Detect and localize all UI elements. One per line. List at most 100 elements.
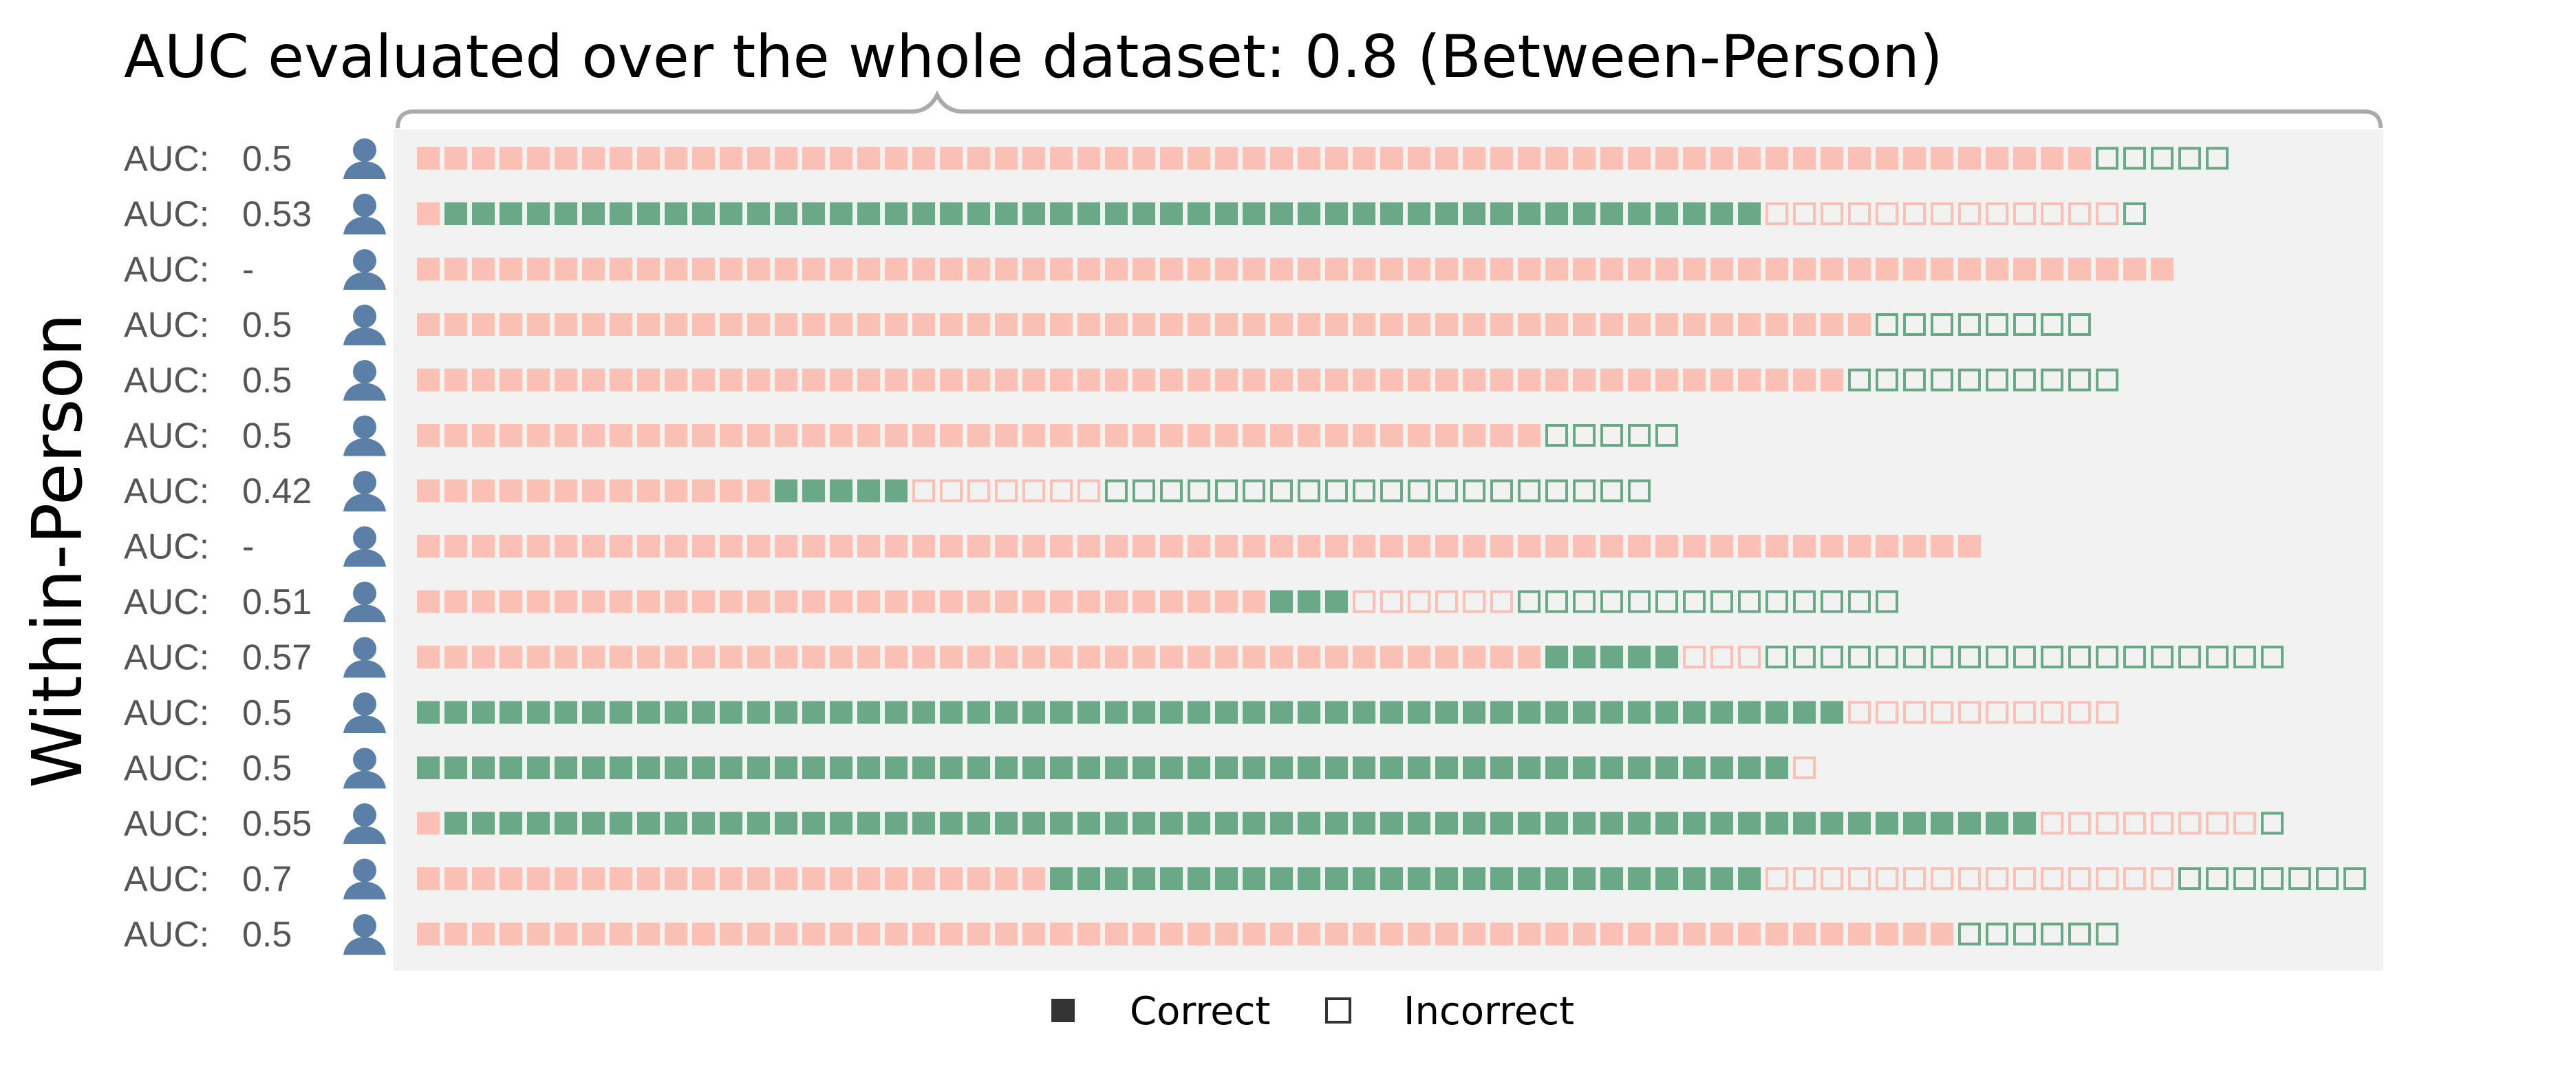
correct-positive-square <box>527 202 550 225</box>
correct-negative-square <box>1380 424 1403 447</box>
correct-negative-square <box>940 867 963 890</box>
correct-negative-square <box>637 867 660 890</box>
correct-negative-square <box>1903 147 1926 170</box>
correct-positive-square <box>1545 202 1568 225</box>
correct-negative-square <box>444 867 467 890</box>
auc-value: 0.7 <box>242 860 292 900</box>
correct-positive-square <box>1600 202 1623 225</box>
correct-negative-square <box>1133 147 1155 170</box>
incorrect-negative-square <box>1793 867 1816 890</box>
correct-negative-square <box>1215 368 1238 392</box>
incorrect-positive-square <box>1133 479 1155 502</box>
incorrect-positive-square <box>1243 479 1265 502</box>
incorrect-positive-square <box>2123 646 2146 668</box>
correct-negative-square <box>472 535 495 558</box>
correct-negative-square <box>885 867 908 890</box>
correct-positive-square <box>1931 812 1953 835</box>
correct-negative-square <box>912 257 935 281</box>
correct-positive-square <box>1463 701 1485 724</box>
correct-positive-square <box>417 756 440 779</box>
correct-negative-square <box>720 922 742 946</box>
correct-negative-square <box>1133 646 1155 668</box>
correct-positive-square <box>582 701 605 724</box>
correct-negative-square <box>1710 147 1733 170</box>
correct-negative-square <box>995 922 1018 946</box>
incorrect-positive-square <box>2206 867 2229 890</box>
correct-negative-square <box>1683 313 1706 336</box>
auc-prefix: AUC: <box>124 416 209 456</box>
correct-negative-square <box>1353 313 1375 336</box>
correct-positive-square <box>1408 812 1430 835</box>
correct-negative-square <box>692 313 715 336</box>
correct-positive-square <box>912 756 935 779</box>
correct-positive-square <box>940 701 963 724</box>
correct-negative-square <box>747 646 770 668</box>
correct-positive-square <box>1325 867 1348 890</box>
correct-negative-square <box>940 313 963 336</box>
correct-positive-square <box>1435 756 1458 779</box>
correct-negative-square <box>1353 257 1375 281</box>
correct-negative-square <box>912 368 935 392</box>
correct-negative-square <box>1628 313 1651 336</box>
correct-negative-square <box>940 147 963 170</box>
correct-positive-square <box>1600 701 1623 724</box>
correct-negative-square <box>1408 535 1430 558</box>
correct-negative-square <box>1683 922 1706 946</box>
correct-positive-square <box>747 812 770 835</box>
correct-negative-square <box>1215 535 1238 558</box>
correct-negative-square <box>1518 922 1541 946</box>
correct-negative-square <box>1518 147 1541 170</box>
correct-negative-square <box>610 257 632 281</box>
correct-positive-square <box>1600 867 1623 890</box>
waffle-row: AUC: 0.5 <box>124 914 2118 955</box>
correct-negative-square <box>555 368 577 392</box>
correct-positive-square <box>1243 812 1265 835</box>
incorrect-positive-square <box>1876 313 1898 336</box>
correct-negative-square <box>500 590 522 613</box>
correct-negative-square <box>747 368 770 392</box>
correct-positive-square <box>1463 756 1485 779</box>
correct-negative-square <box>1215 424 1238 447</box>
correct-negative-square <box>1986 147 2008 170</box>
correct-negative-square <box>1738 313 1761 336</box>
incorrect-positive-square <box>2261 646 2284 668</box>
correct-negative-square <box>1848 922 1871 946</box>
correct-positive-square <box>802 756 825 779</box>
incorrect-negative-square <box>2041 867 2063 890</box>
correct-negative-square <box>1793 257 1816 281</box>
correct-negative-square <box>1793 368 1816 392</box>
correct-positive-square <box>1105 202 1128 225</box>
correct-negative-square <box>1408 424 1430 447</box>
correct-positive-square <box>1710 756 1733 779</box>
correct-positive-square <box>610 756 632 779</box>
correct-negative-square <box>500 368 522 392</box>
correct-negative-square <box>1077 424 1100 447</box>
correct-positive-square <box>775 479 797 502</box>
correct-negative-square <box>802 646 825 668</box>
correct-negative-square <box>775 368 797 392</box>
correct-negative-square <box>1050 257 1073 281</box>
incorrect-positive-square <box>1353 479 1375 502</box>
correct-negative-square <box>610 867 632 890</box>
auc-prefix: AUC: <box>124 306 209 346</box>
correct-positive-square <box>1270 812 1293 835</box>
correct-positive-square <box>1022 202 1045 225</box>
correct-negative-square <box>500 147 522 170</box>
correct-positive-square <box>1518 701 1541 724</box>
correct-negative-square <box>1298 257 1320 281</box>
incorrect-positive-square <box>2041 646 2063 668</box>
correct-negative-square <box>1903 922 1926 946</box>
incorrect-positive-square <box>1765 646 1788 668</box>
correct-negative-square <box>802 147 825 170</box>
correct-positive-square <box>1215 812 1238 835</box>
correct-negative-square <box>1435 424 1458 447</box>
correct-negative-square <box>444 147 467 170</box>
correct-negative-square <box>830 424 852 447</box>
correct-positive-square <box>1077 756 1100 779</box>
incorrect-positive-square <box>2206 646 2229 668</box>
incorrect-negative-square <box>2233 812 2256 835</box>
correct-negative-square <box>665 590 687 613</box>
correct-negative-square <box>857 922 880 946</box>
correct-negative-square <box>995 147 1018 170</box>
correct-negative-square <box>1160 147 1183 170</box>
